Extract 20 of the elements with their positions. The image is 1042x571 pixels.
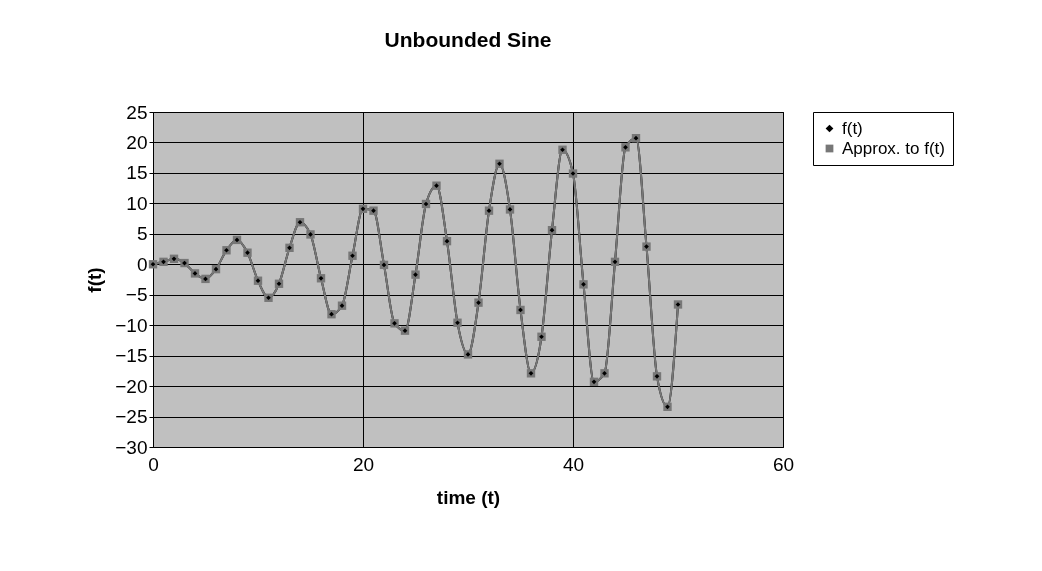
- chart-title: Unbounded Sine: [384, 28, 552, 51]
- x-tick-label: 20: [352, 453, 375, 475]
- y-tick-label: 10: [126, 192, 148, 214]
- y-tick-label: 25: [126, 101, 148, 123]
- y-tick-label: 0: [136, 253, 148, 275]
- y-tick-label: −5: [125, 284, 148, 306]
- y-tick-label: 15: [126, 162, 148, 184]
- x-tick-label: 40: [562, 453, 585, 475]
- y-tick-label: 5: [136, 223, 148, 245]
- y-tick-label: −15: [115, 345, 148, 367]
- legend-label: f(t): [842, 118, 863, 138]
- y-tick-label: −25: [115, 406, 148, 428]
- x-axis-title: time (t): [436, 486, 501, 508]
- y-tick-label: 20: [126, 131, 148, 153]
- y-axis-title: f(t): [84, 267, 106, 293]
- x-tick-label: 60: [772, 453, 795, 475]
- legend-label: Approx. to f(t): [842, 138, 945, 158]
- y-tick-label: −20: [115, 375, 148, 397]
- y-tick-label: −10: [115, 314, 148, 336]
- y-tick-label: −30: [115, 436, 148, 458]
